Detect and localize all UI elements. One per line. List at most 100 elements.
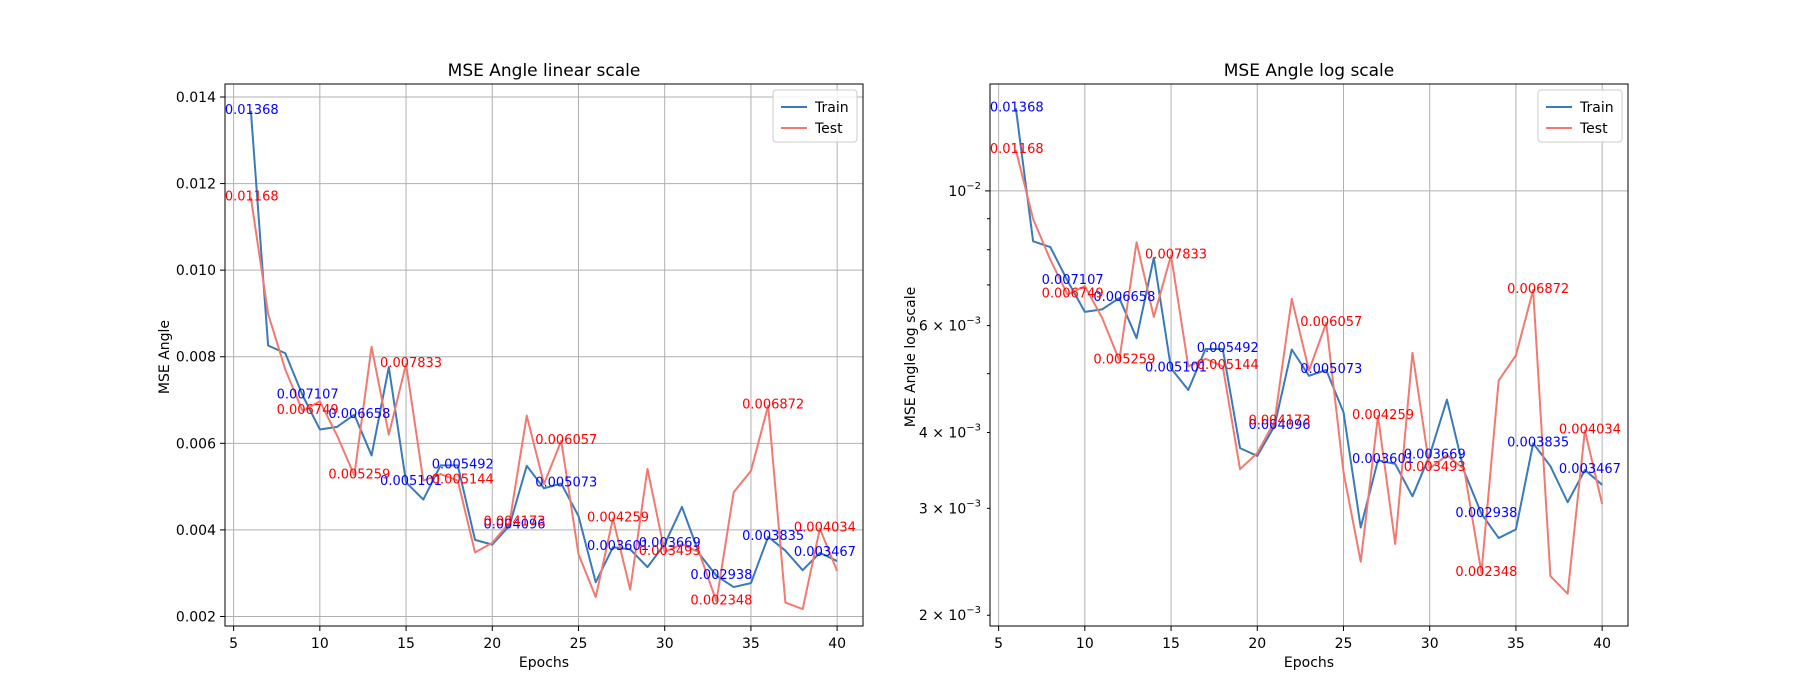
axes-frame <box>989 83 1629 627</box>
data-labels: 0.01368 0.007107 0.006658 0.005101 0.005492 0… <box>990 100 1621 580</box>
x-tick-label: 35 <box>1507 636 1525 652</box>
x-tick-label: 25 <box>1335 636 1353 652</box>
y-tick-label: 0.012 <box>176 177 216 193</box>
data-label-train: 0.003467 <box>1559 462 1621 477</box>
y-tick-label: 4 × 10−3 <box>919 422 981 441</box>
data-label-test: 0.006057 <box>535 433 597 448</box>
y-ticks: 0.002 0.004 0.006 0.008 0.010 0.012 0.014 <box>176 90 225 625</box>
data-label-train: 0.003835 <box>742 529 804 544</box>
series-line-train <box>1014 108 1603 540</box>
x-tick-label: 20 <box>1248 636 1266 652</box>
data-label-test: 0.003493 <box>639 544 701 559</box>
data-label-train: 0.01368 <box>990 100 1044 115</box>
x-ticks: 5 10 15 20 25 30 35 40 <box>229 626 846 652</box>
data-label-test: 0.004034 <box>794 520 856 535</box>
y-tick-label: 0.006 <box>176 436 216 452</box>
data-label-train: 0.003601 <box>587 539 649 554</box>
y-ticks: 2 × 10−3 3 × 10−3 4 × 10−3 6 × 10−3 10−2 <box>919 181 990 624</box>
x-tick-label: 35 <box>742 636 760 652</box>
data-label-test: 0.006749 <box>277 403 339 418</box>
y-tick-label: 0.010 <box>176 263 216 279</box>
x-tick-label: 15 <box>1162 636 1180 652</box>
data-label-test: 0.004259 <box>587 511 649 526</box>
chart-log-scale: MSE Angle log scale Epochs MSE Angle log… <box>903 61 1629 671</box>
data-label-test: 0.006872 <box>1507 282 1569 297</box>
series-lines <box>1014 108 1604 595</box>
data-label-train: 0.003835 <box>1507 436 1569 451</box>
data-label-test: 0.004173 <box>484 514 546 529</box>
x-tick-label: 30 <box>1421 636 1439 652</box>
x-axis-label: Epochs <box>519 655 569 671</box>
x-tick-label: 5 <box>229 636 238 652</box>
series-line-test <box>1014 149 1604 595</box>
data-label-train: 0.003669 <box>639 536 701 551</box>
series-lines <box>249 110 839 611</box>
legend: Train Test <box>1537 89 1623 143</box>
series-line-test <box>249 197 839 611</box>
data-label-test: 0.007833 <box>1145 247 1207 262</box>
data-label-test: 0.006057 <box>1300 315 1362 330</box>
x-tick-label: 40 <box>1593 636 1611 652</box>
x-tick-label: 10 <box>311 636 329 652</box>
data-label-train: 0.006658 <box>1093 290 1155 305</box>
grid <box>225 84 863 626</box>
data-label-test: 0.006749 <box>1042 287 1104 302</box>
data-label-test: 0.005259 <box>1093 352 1155 367</box>
chart-title: MSE Angle log scale <box>1224 61 1395 81</box>
data-label-test: 0.01168 <box>990 142 1044 157</box>
data-label-train: 0.004096 <box>484 518 546 533</box>
data-label-train: 0.003467 <box>794 545 856 560</box>
data-label-test: 0.007833 <box>380 356 442 371</box>
x-ticks: 5 10 15 20 25 30 35 40 <box>994 626 1611 652</box>
chart-title: MSE Angle linear scale <box>448 61 641 81</box>
legend-label-train: Train <box>1579 100 1614 116</box>
data-label-train: 0.01368 <box>225 103 279 118</box>
grid <box>990 84 1628 626</box>
data-labels: 0.013680.0071070.0066580.0051010.0054920… <box>225 103 856 609</box>
data-label-train: 0.004096 <box>1249 418 1311 433</box>
y-tick-label: 0.002 <box>176 609 216 625</box>
x-tick-label: 40 <box>828 636 846 652</box>
data-label-train: 0.002938 <box>1455 506 1517 521</box>
y-tick-label: 6 × 10−3 <box>919 316 981 335</box>
data-label-test: 0.005144 <box>432 472 494 487</box>
data-label-train: 0.003601 <box>1352 452 1414 467</box>
data-label-train: 0.007107 <box>277 387 339 402</box>
x-tick-label: 15 <box>397 636 415 652</box>
data-label-test: 0.006872 <box>742 398 804 413</box>
data-label-train: 0.005073 <box>535 475 597 490</box>
legend: Train Test <box>772 89 858 143</box>
y-tick-label: 10−2 <box>948 181 981 200</box>
x-tick-label: 10 <box>1076 636 1094 652</box>
x-tick-label: 20 <box>483 636 501 652</box>
data-label-test: 0.004034 <box>1559 422 1621 437</box>
series-line-train <box>249 110 838 589</box>
y-tick-label: 3 × 10−3 <box>919 498 981 517</box>
y-tick-label: 0.004 <box>176 523 216 539</box>
legend-label-train: Train <box>814 100 849 116</box>
y-tick-label: 0.008 <box>176 350 216 366</box>
data-label-train: 0.005101 <box>380 474 442 489</box>
y-tick-label: 2 × 10−3 <box>919 605 981 624</box>
data-label-train: 0.003669 <box>1404 447 1466 462</box>
legend-label-test: Test <box>1579 121 1608 137</box>
data-label-test: 0.01168 <box>225 189 279 204</box>
data-label-train: 0.007107 <box>1042 273 1104 288</box>
legend-label-test: Test <box>814 121 843 137</box>
data-label-train: 0.005101 <box>1145 360 1207 375</box>
data-label-train: 0.005492 <box>432 457 494 472</box>
y-axis-label: MSE Angle log scale <box>903 287 919 427</box>
data-label-train: 0.005492 <box>1197 341 1259 356</box>
data-label-test: 0.002348 <box>690 593 752 608</box>
data-label-test: 0.004259 <box>1352 408 1414 423</box>
axes-frame <box>224 83 864 627</box>
data-label-train: 0.006658 <box>328 407 390 422</box>
data-label-train: 0.002938 <box>690 568 752 583</box>
data-label-test: 0.002348 <box>1455 565 1517 580</box>
data-label-test: 0.004173 <box>1249 413 1311 428</box>
x-axis-label: Epochs <box>1284 655 1334 671</box>
data-label-test: 0.005144 <box>1197 358 1259 373</box>
y-axis-label: MSE Angle <box>157 320 173 394</box>
